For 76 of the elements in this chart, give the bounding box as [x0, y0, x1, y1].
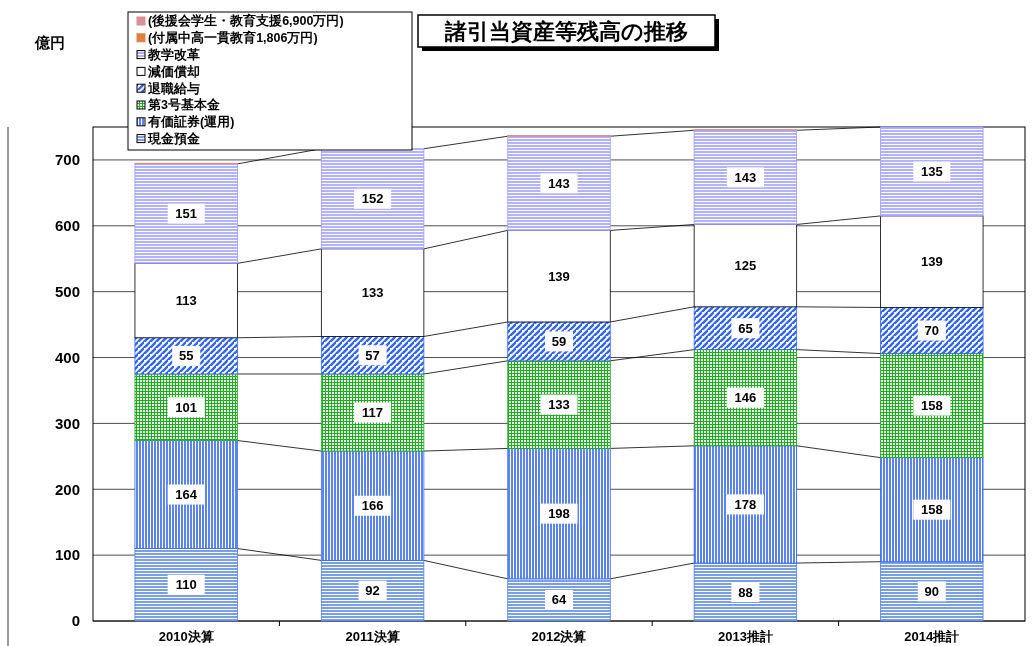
data-label: 133 [548, 397, 570, 413]
legend-label: 減価償却 [147, 64, 200, 79]
y-tick-label: 600 [54, 217, 80, 235]
bar [320, 373, 425, 452]
bar [320, 450, 425, 561]
data-label: 143 [734, 169, 757, 185]
data-label: 152 [361, 191, 384, 207]
legend-label: 現金預金 [147, 131, 200, 146]
x-tick-label: 2014推計 [904, 629, 960, 644]
data-label: 110 [175, 577, 197, 593]
data-label: 146 [734, 390, 757, 406]
data-label: 164 [175, 487, 198, 503]
x-tick-label: 2013推計 [717, 629, 773, 644]
legend-label: (付属中高一貫教育1,806万円) [148, 30, 318, 46]
data-label: 59 [551, 333, 567, 349]
data-label: 65 [738, 320, 753, 336]
y-tick-label: 700 [54, 151, 80, 169]
x-tick-label: 2011決算 [345, 629, 400, 644]
bar [134, 163, 238, 264]
legend-label: 退職給与 [147, 80, 200, 96]
data-label: 90 [924, 583, 940, 599]
data-label: 88 [738, 584, 753, 600]
data-label: 166 [361, 498, 384, 514]
y-tick-label: 100 [54, 546, 80, 564]
data-label: 198 [548, 506, 570, 522]
bar [693, 349, 798, 447]
bar [134, 548, 238, 622]
y-tick-label: 0 [71, 612, 80, 630]
legend-label: 第3号基本金 [147, 98, 220, 113]
data-label: 64 [551, 592, 567, 608]
bar [507, 578, 611, 622]
bar [134, 337, 238, 375]
legend-label: 有価証券(運用) [147, 114, 235, 130]
data-label: 139 [920, 254, 943, 270]
bar [880, 561, 984, 622]
bar [693, 306, 798, 351]
legend-label: 教学改革 [147, 47, 200, 62]
bar [507, 360, 611, 449]
data-label: 158 [920, 502, 943, 518]
data-label: 139 [548, 268, 570, 284]
bar [507, 448, 611, 580]
data-label: 57 [365, 347, 380, 363]
text: 億円 [34, 34, 65, 51]
bar [693, 445, 798, 564]
bar [880, 307, 984, 354]
bar [880, 126, 984, 217]
data-label: 151 [175, 206, 198, 222]
data-label: 178 [734, 496, 757, 512]
y-tick-label: 400 [54, 348, 80, 366]
data-label: 143 [548, 175, 570, 191]
data-label: 133 [361, 285, 384, 301]
data-label: 158 [920, 398, 943, 414]
x-tick-label: 2012決算 [531, 629, 587, 644]
y-tick-label: 500 [54, 282, 80, 300]
data-label: 113 [175, 293, 197, 309]
data-label: 117 [362, 405, 384, 421]
x-tick-label: 2010決算 [158, 629, 214, 644]
bar [320, 560, 425, 622]
bar [693, 129, 798, 225]
data-label: 101 [175, 399, 198, 415]
bar [134, 440, 238, 549]
data-label: 125 [734, 258, 757, 274]
bar [880, 457, 984, 563]
bar [693, 562, 798, 622]
bar [134, 373, 238, 441]
y-tick-label: 200 [54, 480, 80, 498]
data-label: 135 [920, 164, 943, 180]
bar [880, 353, 984, 459]
data-label: 55 [178, 348, 194, 364]
bar [507, 135, 611, 231]
legend-label: (後援会学生・教育支援6,900万円) [148, 13, 344, 29]
chart-title: 諸引当資産等残高の推移 [443, 18, 688, 44]
data-label: 70 [924, 323, 940, 339]
bar [320, 336, 425, 375]
y-tick-label: 300 [54, 414, 80, 432]
data-label: 92 [365, 583, 380, 599]
